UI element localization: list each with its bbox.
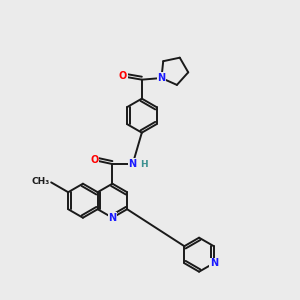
Text: CH₃: CH₃	[31, 177, 50, 186]
Text: N: N	[129, 159, 137, 169]
Text: O: O	[119, 71, 127, 81]
Text: O: O	[90, 155, 98, 165]
Text: N: N	[158, 73, 166, 83]
Text: N: N	[210, 258, 218, 268]
Text: H: H	[140, 160, 148, 169]
Text: N: N	[108, 213, 116, 223]
